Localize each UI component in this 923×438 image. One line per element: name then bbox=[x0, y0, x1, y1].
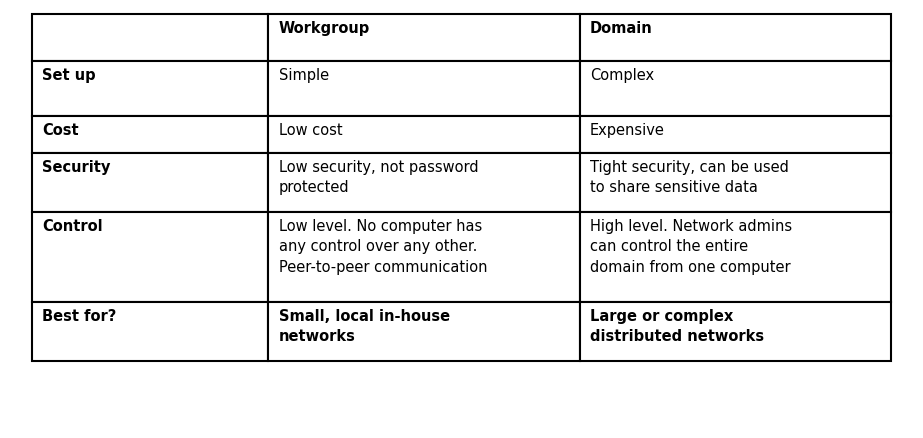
Bar bbox=[269, 303, 580, 362]
Bar bbox=[580, 62, 891, 117]
Text: Security: Security bbox=[42, 159, 111, 174]
Bar bbox=[580, 154, 891, 213]
Text: High level. Network admins
can control the entire
domain from one computer: High level. Network admins can control t… bbox=[590, 219, 792, 274]
Text: Complex: Complex bbox=[590, 68, 653, 83]
Text: Best for?: Best for? bbox=[42, 308, 117, 323]
Bar bbox=[269, 213, 580, 303]
Bar bbox=[269, 117, 580, 154]
Text: Set up: Set up bbox=[42, 68, 96, 83]
Bar bbox=[580, 15, 891, 62]
Bar bbox=[269, 15, 580, 62]
Bar bbox=[580, 117, 891, 154]
Text: Cost: Cost bbox=[42, 123, 79, 138]
Bar bbox=[32, 62, 269, 117]
Bar bbox=[32, 303, 269, 362]
Text: Large or complex
distributed networks: Large or complex distributed networks bbox=[590, 308, 764, 343]
Text: Tight security, can be used
to share sensitive data: Tight security, can be used to share sen… bbox=[590, 159, 788, 195]
Text: Simple: Simple bbox=[279, 68, 329, 83]
Bar bbox=[32, 213, 269, 303]
Bar bbox=[32, 15, 269, 62]
Text: Low cost: Low cost bbox=[279, 123, 342, 138]
Bar bbox=[580, 213, 891, 303]
Bar bbox=[269, 154, 580, 213]
Bar bbox=[32, 154, 269, 213]
Text: Domain: Domain bbox=[590, 21, 653, 36]
Bar bbox=[580, 303, 891, 362]
Text: Control: Control bbox=[42, 219, 103, 233]
Text: Small, local in-house
networks: Small, local in-house networks bbox=[279, 308, 450, 343]
Text: Workgroup: Workgroup bbox=[279, 21, 370, 36]
Text: Low security, not password
protected: Low security, not password protected bbox=[279, 159, 478, 195]
Text: Expensive: Expensive bbox=[590, 123, 665, 138]
Bar bbox=[32, 117, 269, 154]
Bar bbox=[269, 62, 580, 117]
Text: Low level. No computer has
any control over any other.
Peer-to-peer communicatio: Low level. No computer has any control o… bbox=[279, 219, 487, 274]
